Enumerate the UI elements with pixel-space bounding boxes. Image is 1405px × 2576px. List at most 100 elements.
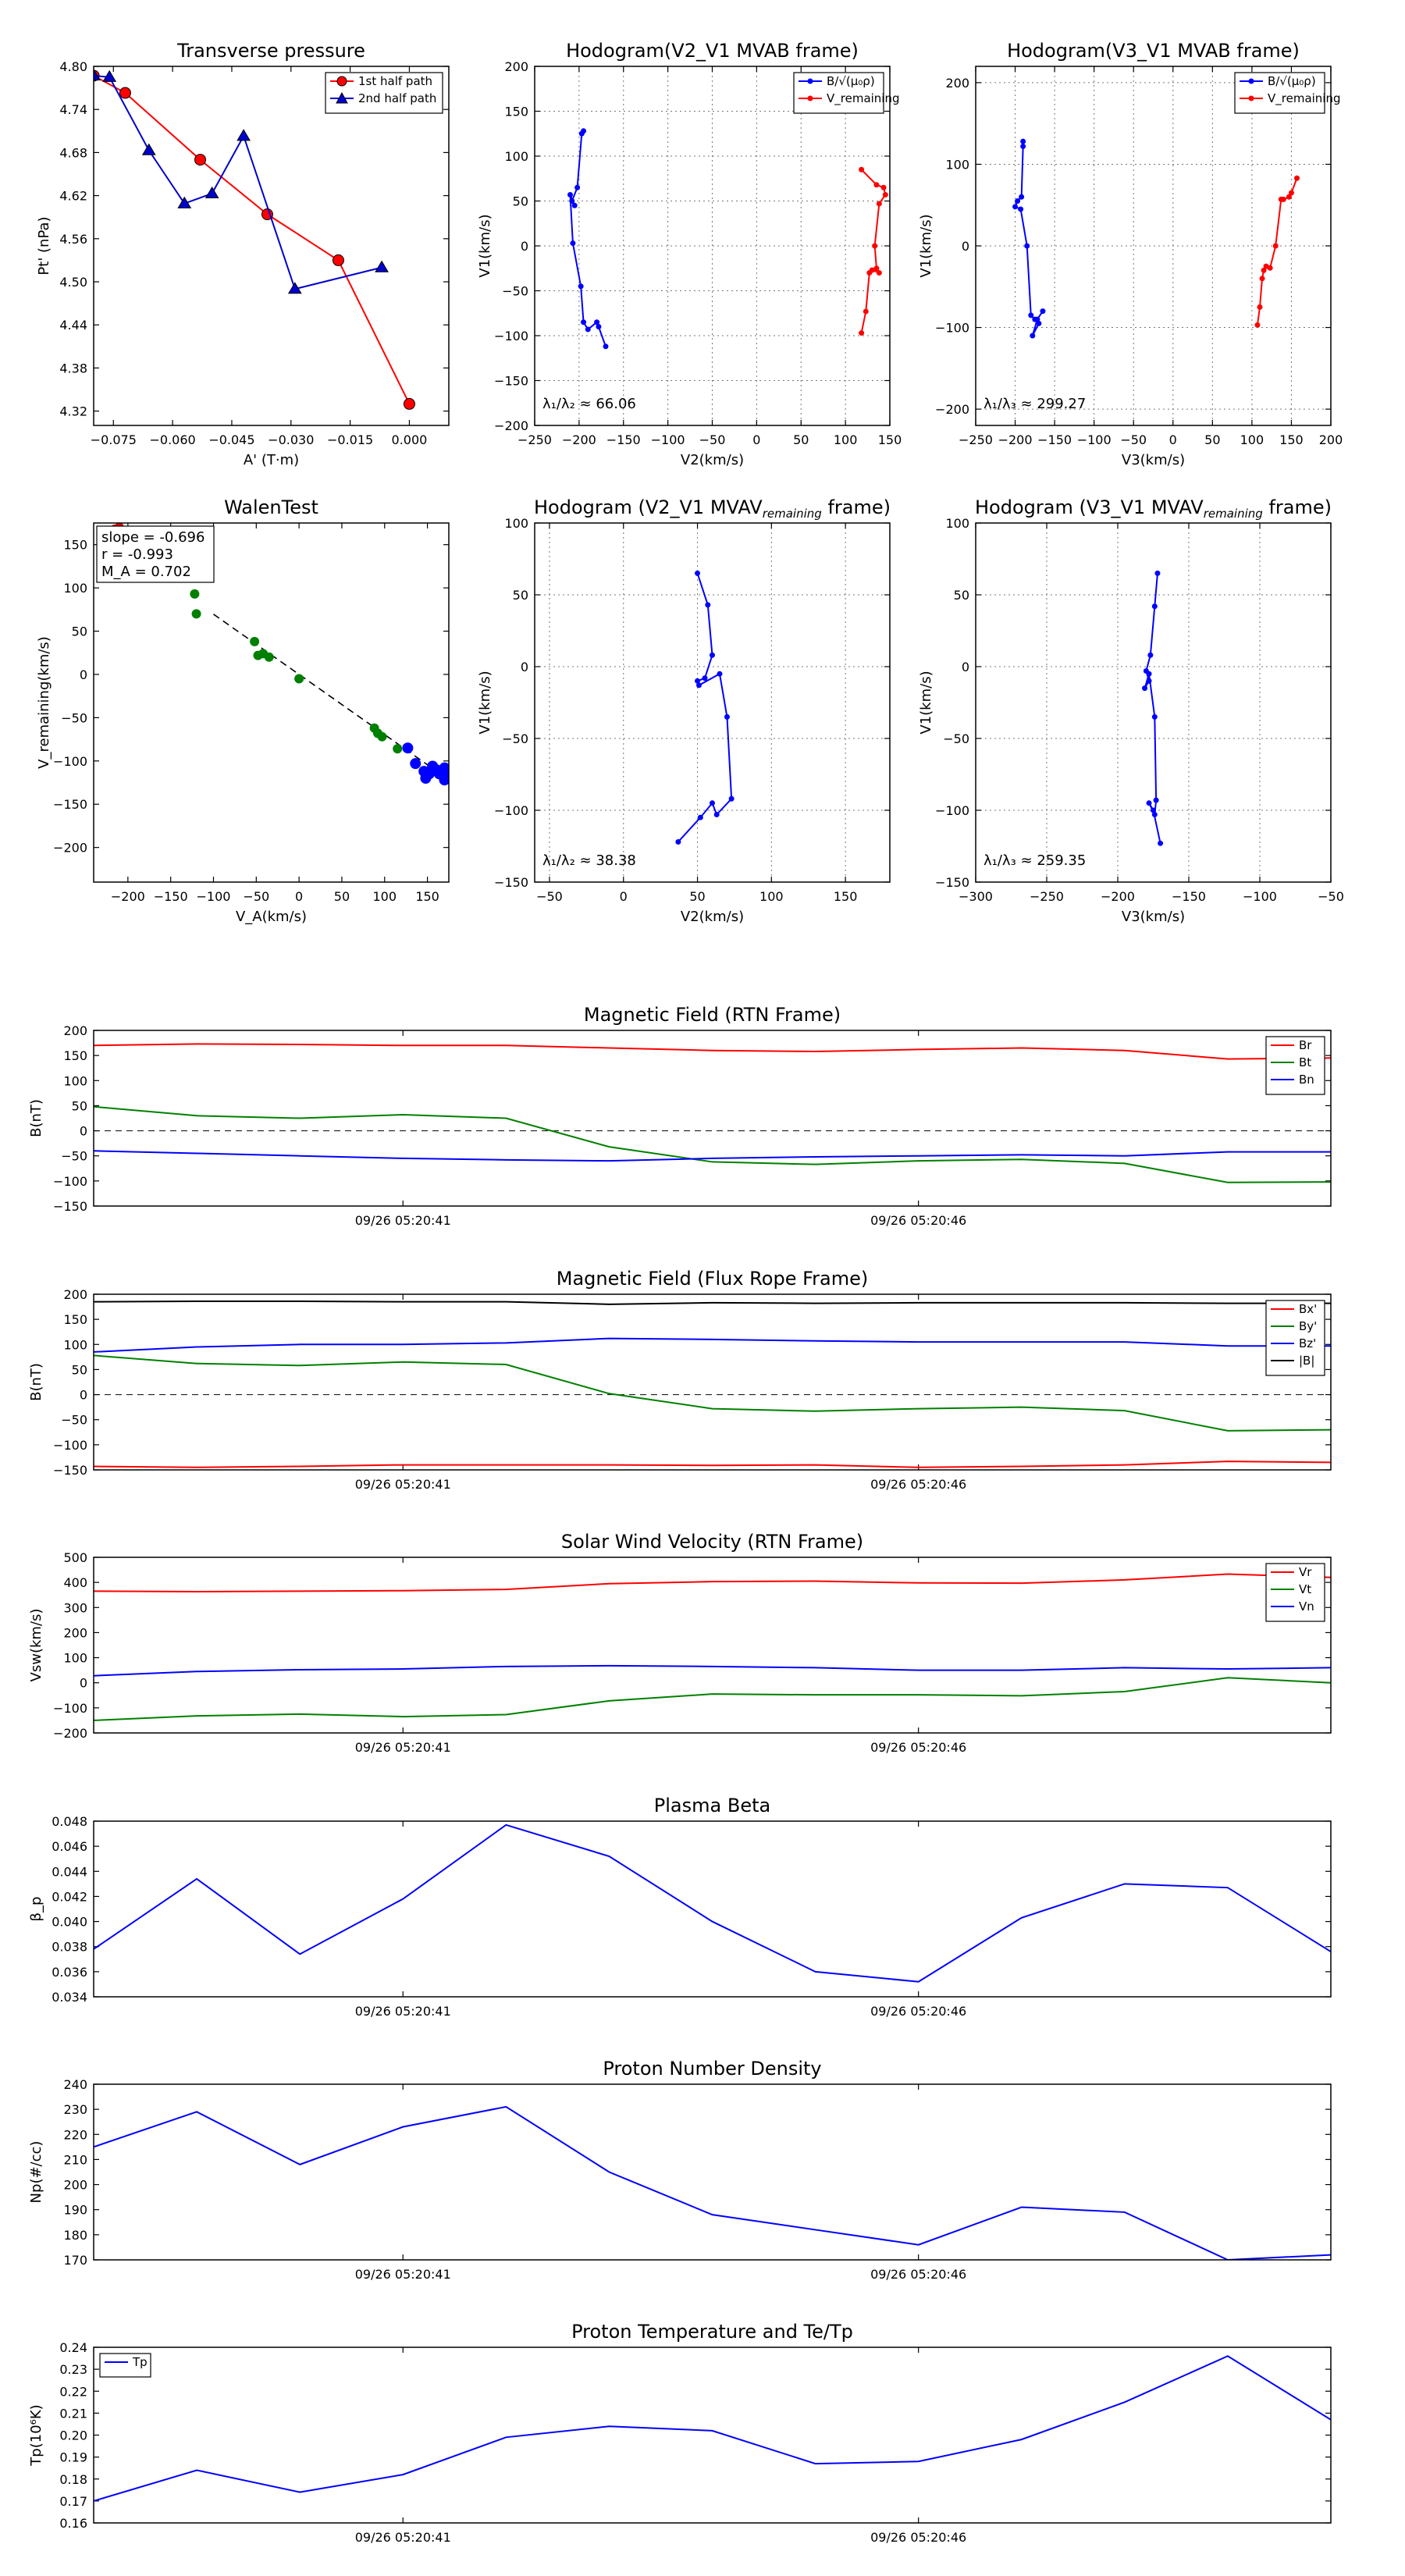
data-point <box>571 202 578 208</box>
y-tick-label: 210 <box>63 2152 87 2167</box>
legend-label: V_remaining <box>827 91 900 106</box>
data-point <box>443 763 449 775</box>
x-tick-label: −100 <box>1243 889 1277 904</box>
y-tick-label: 0.24 <box>59 2340 87 2355</box>
data-point <box>205 186 219 198</box>
stats-line: r = -0.993 <box>101 546 173 563</box>
data-point <box>873 265 880 272</box>
data-point <box>1040 308 1046 315</box>
data-point <box>880 184 887 190</box>
data-point <box>423 768 435 780</box>
y-tick-label: 50 <box>513 588 528 603</box>
y-tick-label: 0.19 <box>59 2450 87 2465</box>
plot-frame <box>93 1293 1332 1471</box>
data-point <box>728 795 735 802</box>
data-point <box>1028 312 1034 318</box>
y-tick-label: 0.20 <box>59 2428 87 2443</box>
series-line <box>678 573 733 843</box>
data-point <box>1278 196 1284 202</box>
legend-box <box>1265 1300 1325 1376</box>
x-axis-label: V2(km/s) <box>681 909 744 925</box>
data-point <box>1030 333 1036 339</box>
y-tick-label: 0 <box>962 660 969 674</box>
panel-hodo_v2v1_mvab: −250 −200 −150 −100 −50 0 50 100 150−200−150−100… <box>477 40 902 468</box>
y-tick-label: 200 <box>63 1287 87 1302</box>
data-point <box>1151 603 1158 610</box>
y-axis-label: B(nT) <box>28 1099 44 1137</box>
series-By' <box>94 1354 1331 1432</box>
stats-line: M_A = 0.702 <box>101 564 191 580</box>
data-point <box>190 589 200 599</box>
data-point <box>237 129 251 141</box>
x-tick-label: −250 <box>959 432 993 447</box>
data-point <box>177 196 192 208</box>
legend-marker <box>336 91 348 104</box>
panel-hodo_v3v1_mvab: −250 −200 −150 −100 −50 0 50 100 150 200 −200 −100 0… <box>918 40 1343 468</box>
y-tick-label: 4.62 <box>59 189 87 204</box>
data-point <box>705 602 711 608</box>
data-point <box>695 570 701 576</box>
chart-title: Magnetic Field (RTN Frame) <box>584 1004 841 1026</box>
x-tick-label: 0.000 <box>392 432 428 447</box>
data-point <box>1254 322 1261 328</box>
data-point <box>377 731 387 742</box>
data-point <box>866 270 873 276</box>
data-point <box>119 87 131 99</box>
x-tick-label: −250 <box>1030 889 1064 904</box>
y-tick-label: −100 <box>53 754 87 769</box>
y-tick-label: 4.50 <box>59 275 87 290</box>
x-tick-label: −100 <box>651 432 685 447</box>
series-line <box>94 1573 1331 1593</box>
data-point <box>94 68 101 81</box>
panel-mag_flux_rope: 09/26 05:20:41 09/26 05:20:46 −150 −100 −50 0… <box>28 1268 1332 1492</box>
series-Vr <box>94 1573 1331 1593</box>
legend-label: B/√(μ₀ρ) <box>1268 74 1316 88</box>
series-B/√(μ₀ρ) <box>1012 138 1046 339</box>
chart-title: Hodogram(V3_V1 MVAB frame) <box>1007 40 1300 62</box>
legend-label: V_remaining <box>1268 91 1341 106</box>
y-tick-label: 4.38 <box>59 361 87 375</box>
x-tick-label: 0 <box>295 889 303 904</box>
data-point <box>859 166 865 173</box>
legend-marker <box>807 78 813 84</box>
x-tick-label: −150 <box>154 889 188 904</box>
y-tick-label: 200 <box>504 59 528 74</box>
x-tick-label: −200 <box>562 432 596 447</box>
y-tick-label: 100 <box>63 1651 87 1666</box>
x-tick-label: −150 <box>606 432 641 447</box>
x-tick-label: 09/26 05:20:41 <box>355 1213 451 1228</box>
x-tick-label: −150 <box>1172 889 1206 904</box>
data-point <box>578 130 585 137</box>
x-tick-label: 150 <box>834 889 858 904</box>
legend-label: B/√(μ₀ρ) <box>827 74 875 88</box>
legend-label: Br <box>1299 1038 1312 1052</box>
y-tick-label: 220 <box>63 2127 87 2142</box>
data-point <box>697 814 703 820</box>
y-tick-label: 300 <box>63 1600 87 1615</box>
series-line <box>569 130 606 347</box>
data-point <box>581 319 587 326</box>
plot-frame <box>93 1820 1332 1998</box>
data-point <box>567 191 573 197</box>
data-point <box>439 774 449 786</box>
series-Tp <box>94 2355 1331 2502</box>
data-point <box>403 397 415 410</box>
data-point <box>1147 652 1154 658</box>
legend: Tp <box>99 2353 151 2378</box>
series-V_remaining <box>1254 175 1300 328</box>
y-axis-label: V1(km/s) <box>477 671 493 734</box>
fit-line <box>213 614 449 781</box>
legend-label: 2nd half path <box>358 91 436 105</box>
x-tick-label: 09/26 05:20:46 <box>870 2267 966 2282</box>
x-axis-label: A' (T·m) <box>244 452 299 468</box>
data-point <box>287 282 302 294</box>
series-line <box>1014 141 1044 336</box>
series-Np <box>94 2105 1331 2260</box>
data-point <box>585 326 591 333</box>
legend-label: Bt <box>1299 1055 1311 1069</box>
legend-label: Bx' <box>1299 1302 1317 1316</box>
data-point <box>710 652 715 658</box>
plot-frame <box>93 2083 1332 2261</box>
y-tick-label: 180 <box>63 2228 87 2243</box>
y-tick-label: −100 <box>935 803 969 818</box>
